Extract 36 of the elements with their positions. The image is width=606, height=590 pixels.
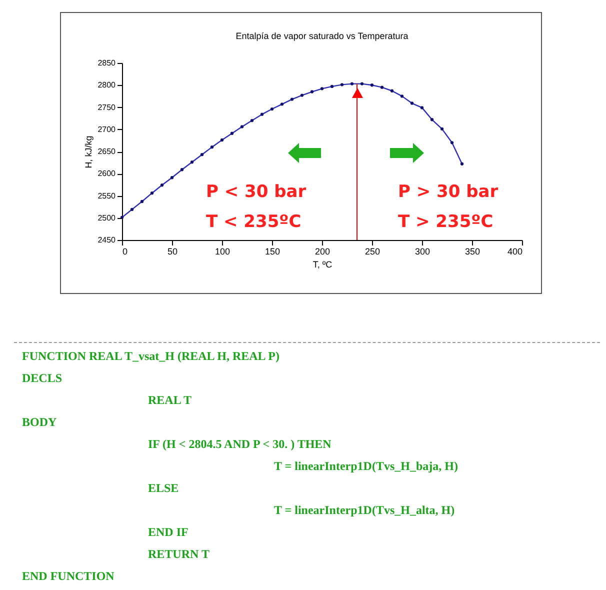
annotation: P > 30 bar (398, 182, 498, 202)
y-tick-label: 2850 (98, 58, 116, 68)
y-tick-label: 2700 (98, 124, 116, 134)
text: END IF (147, 524, 190, 541)
y-axis-title: H, kJ/kg (84, 136, 94, 168)
text: ELSE (147, 480, 180, 497)
text: END FUNCTION (21, 568, 116, 585)
text: RETURN T (147, 546, 210, 563)
x-tick-label: 350 (464, 246, 480, 256)
y-tick-label: 2500 (98, 213, 116, 222)
chart-title: Entalpía de vapor saturado vs Temperatura (236, 31, 408, 41)
y-tick-label: 2650 (98, 147, 116, 156)
x-tick-label: 50 (167, 246, 178, 256)
y-tick-label: 2750 (98, 102, 116, 112)
text: IF (H < 2804.5 AND P < 30. ) THEN (147, 436, 332, 453)
text: FUNCTION REAL T_vsat_H (REAL H, REAL P) (21, 348, 280, 365)
y-tick-label: 2550 (98, 191, 116, 200)
x-tick-label: 200 (314, 246, 330, 256)
text: BODY (21, 414, 58, 431)
y-tick-label: 2450 (98, 236, 116, 244)
text: T = linearInterp1D(Tvs_H_alta, H) (273, 502, 456, 519)
x-tick-label: 250 (364, 246, 380, 256)
text: T = linearInterp1D(Tvs_H_baja, H) (273, 458, 459, 475)
y-tick-label: 2800 (98, 80, 116, 90)
annotation: T < 235ºC (206, 212, 302, 232)
text: DECLS (21, 370, 64, 387)
x-tick-label: 0 (122, 246, 128, 256)
x-axis-title: T, ºC (312, 260, 333, 270)
text: REAL T (147, 392, 192, 409)
x-tick-label: 100 (214, 246, 230, 256)
y-tick-label: 2600 (98, 169, 116, 178)
annotation: P < 30 bar (206, 182, 306, 202)
x-tick-label: 150 (264, 246, 280, 256)
x-tick-label: 400 (507, 246, 522, 256)
annotation: T > 235ºC (398, 212, 494, 232)
x-tick-label: 300 (414, 246, 430, 256)
